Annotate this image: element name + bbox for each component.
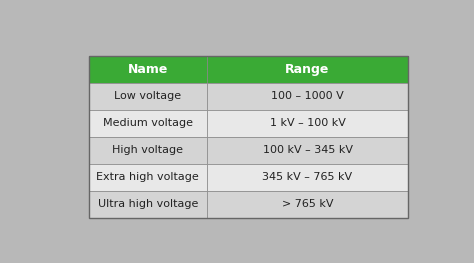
Text: Medium voltage: Medium voltage xyxy=(103,118,193,128)
Text: Low voltage: Low voltage xyxy=(114,91,182,101)
Text: 1 kV – 100 kV: 1 kV – 100 kV xyxy=(270,118,346,128)
Bar xyxy=(207,137,408,164)
Text: > 765 kV: > 765 kV xyxy=(282,199,333,209)
Text: Range: Range xyxy=(285,63,330,76)
Text: Extra high voltage: Extra high voltage xyxy=(96,172,199,182)
Bar xyxy=(89,191,207,218)
Bar xyxy=(89,83,207,110)
Text: 345 kV – 765 kV: 345 kV – 765 kV xyxy=(263,172,353,182)
Text: Name: Name xyxy=(128,63,168,76)
Bar xyxy=(207,83,408,110)
Bar xyxy=(207,110,408,137)
Bar xyxy=(207,191,408,218)
Text: 100 – 1000 V: 100 – 1000 V xyxy=(271,91,344,101)
Bar xyxy=(207,56,408,83)
Bar xyxy=(89,56,207,83)
Bar xyxy=(89,164,207,191)
Text: 100 kV – 345 kV: 100 kV – 345 kV xyxy=(263,145,353,155)
Bar xyxy=(89,137,207,164)
Text: High voltage: High voltage xyxy=(112,145,183,155)
Bar xyxy=(207,164,408,191)
Bar xyxy=(89,110,207,137)
Bar xyxy=(89,56,408,218)
Text: Ultra high voltage: Ultra high voltage xyxy=(98,199,198,209)
